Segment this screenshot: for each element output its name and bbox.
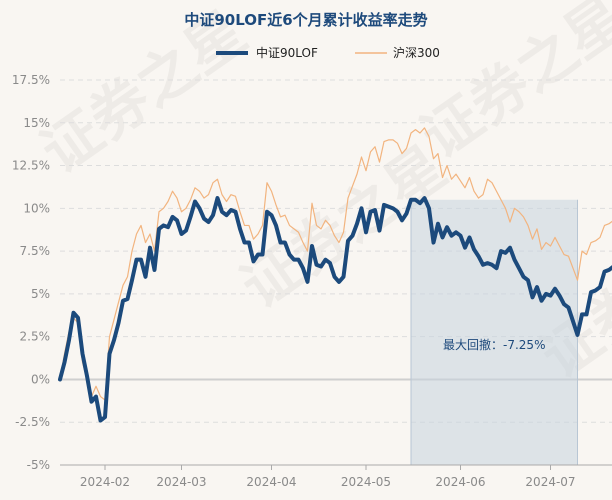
series-line-fund <box>58 196 612 423</box>
watermark-text: 证券之星 <box>409 0 612 171</box>
y-tick-label: -2.5% <box>15 415 50 429</box>
series-line-index <box>59 127 612 401</box>
drawdown-region <box>410 199 578 465</box>
y-tick-label: 12.5% <box>12 159 50 173</box>
series-lines <box>58 127 612 423</box>
axes: -5% -2.5% 0% 2.5% 5% 7.5% 10% 12.5% 15% 17.5% 2024… <box>12 73 612 489</box>
legend-label-index: 沪深300 <box>393 46 440 60</box>
drawdown-annotation: 最大回撤：-7.25% <box>443 337 545 352</box>
drawdown-area <box>411 199 578 465</box>
x-tick-label: 2024-03 <box>156 475 206 489</box>
y-tick-label: 17.5% <box>12 73 50 87</box>
x-tick-label: 2024-02 <box>80 475 130 489</box>
x-tick-label: 2024-04 <box>246 475 296 489</box>
x-tick-label: 2024-05 <box>341 475 391 489</box>
y-tick-label: 15% <box>23 116 50 130</box>
chart-title: 中证90LOF近6个月累计收益率走势 <box>184 11 427 29</box>
y-tick-label: 10% <box>23 201 50 215</box>
y-tick-label: 2.5% <box>20 330 51 344</box>
y-tick-label: -5% <box>27 458 50 472</box>
y-tick-label: 7.5% <box>20 244 51 258</box>
x-tick-label: 2024-06 <box>435 475 485 489</box>
y-tick-label: 0% <box>31 372 50 386</box>
legend: 中证90LOF 沪深300 <box>216 45 440 60</box>
legend-label-fund: 中证90LOF <box>256 45 318 60</box>
x-tick-label: 2024-07 <box>525 475 575 489</box>
y-tick-label: 5% <box>31 287 50 301</box>
